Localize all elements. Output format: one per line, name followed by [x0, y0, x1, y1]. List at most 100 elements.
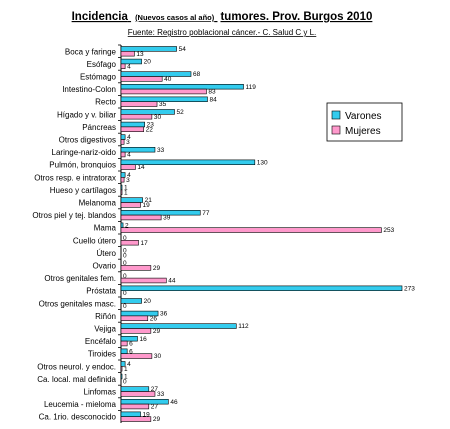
- data-label-mujeres: 17: [140, 240, 148, 247]
- bar-varones: [120, 184, 123, 191]
- bar-mujeres: [120, 88, 207, 95]
- data-label-varones: 0: [123, 260, 127, 267]
- chart-title-main: Incidencia: [72, 11, 129, 23]
- bar-mujeres: [120, 403, 150, 410]
- data-label-varones: 130: [257, 159, 268, 166]
- bar-varones: [120, 109, 175, 115]
- bar-mujeres: [120, 365, 123, 372]
- data-label-mujeres: 26: [150, 315, 158, 322]
- category-label: Recto: [95, 98, 116, 107]
- bar-mujeres: [120, 277, 167, 284]
- legend-label-mujeres: Mujeres: [345, 126, 381, 137]
- svg-text:Incidencia (Nuevos casos: Incidencia (Nuevos casos al año) tumores…: [72, 11, 373, 23]
- data-label-varones: 0: [123, 273, 127, 280]
- category-label: Ca. 1rio. desconocido: [39, 413, 117, 422]
- bar-mujeres: [120, 391, 156, 397]
- data-label-varones: 1: [124, 185, 128, 192]
- data-label-varones: 21: [145, 197, 153, 204]
- legend-swatch-varones: [331, 110, 341, 120]
- bar-mujeres: [120, 189, 123, 195]
- category-label: Próstata: [86, 287, 116, 296]
- bar-mujeres: [120, 315, 149, 321]
- bar-varones: [120, 285, 403, 291]
- bar-varones: [120, 222, 124, 228]
- bar-varones: [120, 361, 126, 367]
- data-label-varones: 119: [245, 84, 256, 91]
- category-label: Otros neurol. y endoc.: [37, 362, 116, 371]
- bar-mujeres: [120, 151, 126, 158]
- legend-swatch-mujeres: [331, 125, 341, 135]
- data-label-mujeres: 30: [154, 114, 162, 121]
- category-label: Pulmón, bronquios: [49, 161, 116, 170]
- data-label-mujeres: 27: [151, 404, 159, 411]
- bar-mujeres: [120, 101, 158, 107]
- data-label-varones: 77: [202, 210, 210, 217]
- bar-mujeres: [120, 214, 162, 221]
- data-label-mujeres: 44: [168, 278, 176, 285]
- bar-mujeres: [120, 353, 153, 359]
- bar-varones: [120, 84, 244, 90]
- bar-varones: [120, 71, 192, 77]
- bar-mujeres: [120, 139, 125, 145]
- data-label-varones: 112: [238, 323, 249, 330]
- category-label: Encéfalo: [85, 337, 117, 346]
- bar-varones: [120, 348, 128, 354]
- bar-mujeres: [120, 265, 152, 271]
- bar-varones: [120, 134, 126, 140]
- data-label-mujeres: 0: [123, 252, 127, 259]
- data-label-mujeres: 14: [137, 164, 145, 171]
- bar-mujeres: [120, 328, 152, 334]
- bar-mujeres: [120, 50, 135, 57]
- data-label-varones: 68: [193, 71, 201, 78]
- bar-varones: [120, 298, 142, 304]
- bar-mujeres: [120, 63, 126, 70]
- data-label-varones: 36: [160, 311, 168, 318]
- legend-label-varones: Varones: [345, 111, 382, 122]
- category-label: Ovario: [92, 262, 116, 271]
- category-label: Laringe-nariz-oido: [52, 148, 117, 157]
- chart-title-paren: (Nuevos casos al año): [135, 13, 215, 22]
- data-label-varones: 6: [129, 348, 133, 355]
- category-label: Esófago: [87, 60, 117, 69]
- data-label-varones: 16: [139, 336, 147, 343]
- chart-subtitle: Fuente: Registro poblacional cáncer.- C.…: [128, 28, 317, 37]
- bar-varones: [120, 147, 156, 153]
- category-label: Mama: [94, 224, 117, 233]
- bar-varones: [120, 172, 126, 178]
- bar-varones: [120, 386, 150, 392]
- bar-varones: [120, 210, 201, 216]
- data-label-varones: 84: [209, 96, 217, 103]
- data-label-varones: 4: [127, 361, 131, 368]
- data-label-mujeres: 1: [124, 366, 128, 373]
- data-label-varones: 4: [127, 172, 131, 179]
- data-label-mujeres: 33: [157, 391, 165, 398]
- bar-mujeres: [120, 126, 144, 133]
- data-label-varones: 2: [125, 222, 129, 229]
- bar-mujeres: [120, 202, 141, 208]
- bar-mujeres: [120, 240, 139, 246]
- data-label-varones: 46: [170, 399, 178, 406]
- category-label: Útero: [96, 249, 116, 258]
- bar-varones: [120, 121, 145, 128]
- category-label: Boca y faringe: [65, 47, 117, 56]
- data-label-mujeres: 40: [164, 76, 172, 83]
- data-label-varones: 23: [147, 122, 155, 129]
- data-label-mujeres: 0: [123, 303, 127, 310]
- category-label: Riñón: [95, 312, 116, 321]
- bar-mujeres: [120, 416, 152, 422]
- bar-varones: [120, 373, 123, 380]
- bar-mujeres: [120, 177, 125, 183]
- data-label-mujeres: 19: [143, 202, 151, 209]
- category-label: Tiroides: [88, 350, 116, 359]
- bar-varones: [120, 323, 237, 329]
- data-label-mujeres: 13: [136, 51, 144, 58]
- data-label-varones: 0: [123, 235, 127, 242]
- data-label-varones: 52: [177, 109, 185, 116]
- category-label: Vejiga: [94, 325, 116, 334]
- legend-box: [326, 102, 403, 142]
- chart-title: Incidencia (Nuevos casos al año) tumores…: [72, 11, 373, 23]
- bar-varones: [120, 159, 256, 165]
- bar-varones: [120, 46, 177, 52]
